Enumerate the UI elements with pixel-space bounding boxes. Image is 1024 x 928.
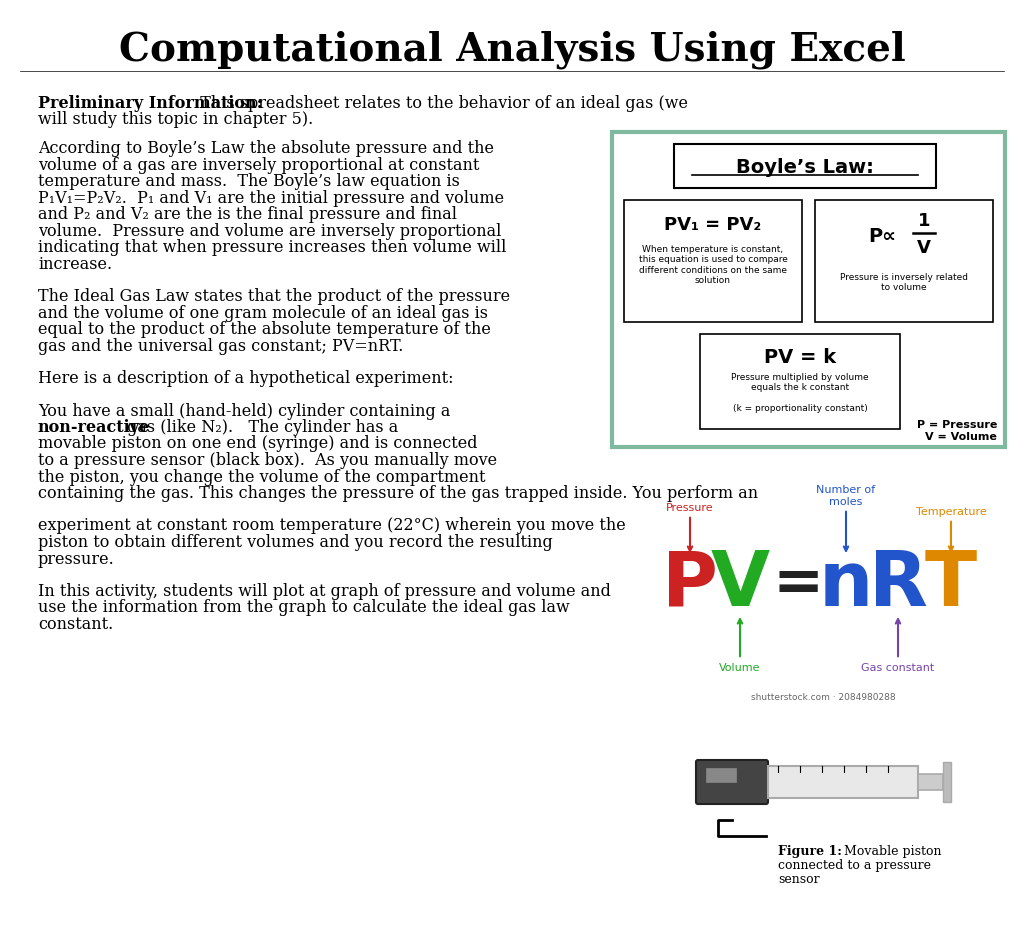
Text: will study this topic in chapter 5).: will study this topic in chapter 5).: [38, 110, 313, 128]
FancyBboxPatch shape: [674, 145, 936, 188]
Text: T: T: [925, 548, 977, 622]
Text: This spreadsheet relates to the behavior of an ideal gas (we: This spreadsheet relates to the behavior…: [190, 95, 688, 112]
Text: P₁V₁=P₂V₂.  P₁ and V₁ are the initial pressure and volume: P₁V₁=P₂V₂. P₁ and V₁ are the initial pre…: [38, 189, 504, 206]
Text: experiment at constant room temperature (22°C) wherein you move the: experiment at constant room temperature …: [38, 517, 626, 534]
Text: Here is a description of a hypothetical experiment:: Here is a description of a hypothetical …: [38, 369, 454, 387]
Text: indicating that when pressure increases then volume will: indicating that when pressure increases …: [38, 238, 507, 256]
Text: and the volume of one gram molecule of an ideal gas is: and the volume of one gram molecule of a…: [38, 304, 488, 321]
FancyBboxPatch shape: [706, 768, 736, 782]
Text: V: V: [918, 238, 931, 257]
Text: 1: 1: [918, 212, 930, 230]
Text: Computational Analysis Using Excel: Computational Analysis Using Excel: [119, 31, 905, 70]
Text: According to Boyle’s Law the absolute pressure and the: According to Boyle’s Law the absolute pr…: [38, 140, 494, 157]
Text: Pressure is inversely related
to volume: Pressure is inversely related to volume: [840, 273, 968, 292]
Text: Pressure: Pressure: [667, 502, 714, 551]
Text: the piston, you change the volume of the compartment: the piston, you change the volume of the…: [38, 468, 485, 485]
Text: You have a small (hand-held) cylinder containing a: You have a small (hand-held) cylinder co…: [38, 402, 451, 419]
Text: constant.: constant.: [38, 615, 114, 632]
Text: shutterstock.com · 2084980288: shutterstock.com · 2084980288: [751, 692, 895, 702]
Text: non-reactive: non-reactive: [38, 419, 151, 435]
Text: PV = k: PV = k: [764, 347, 836, 367]
Text: equal to the product of the absolute temperature of the: equal to the product of the absolute tem…: [38, 321, 490, 338]
FancyBboxPatch shape: [918, 774, 943, 790]
Text: R: R: [868, 548, 928, 622]
Text: P = Pressure
V = Volume: P = Pressure V = Volume: [916, 419, 997, 441]
Text: Temperature: Temperature: [915, 507, 986, 551]
Text: Volume: Volume: [719, 620, 761, 672]
Text: volume of a gas are inversely proportional at constant: volume of a gas are inversely proportion…: [38, 156, 479, 174]
FancyBboxPatch shape: [943, 762, 951, 802]
Text: use the information from the graph to calculate the ideal gas law: use the information from the graph to ca…: [38, 599, 569, 616]
Text: The Ideal Gas Law states that the product of the pressure: The Ideal Gas Law states that the produc…: [38, 288, 510, 304]
FancyBboxPatch shape: [624, 200, 802, 323]
FancyBboxPatch shape: [768, 767, 918, 798]
Text: =: =: [772, 555, 823, 613]
Text: movable piston on one end (syringe) and is connected: movable piston on one end (syringe) and …: [38, 435, 477, 452]
Text: increase.: increase.: [38, 255, 112, 272]
Text: gas (like N₂).   The cylinder has a: gas (like N₂). The cylinder has a: [122, 419, 398, 435]
Text: pressure.: pressure.: [38, 550, 115, 567]
Text: Number of
moles: Number of moles: [816, 484, 876, 551]
Text: containing the gas. This changes the pressure of the gas trapped inside. You per: containing the gas. This changes the pre…: [38, 484, 758, 501]
Text: sensor: sensor: [778, 872, 819, 885]
Text: P: P: [663, 548, 718, 622]
Text: Gas constant: Gas constant: [861, 620, 935, 672]
Text: to a pressure sensor (black box).  As you manually move: to a pressure sensor (black box). As you…: [38, 452, 497, 469]
Text: P∝: P∝: [868, 226, 896, 245]
Text: Pressure multiplied by volume
equals the k constant

(k = proportionality consta: Pressure multiplied by volume equals the…: [731, 373, 868, 413]
FancyBboxPatch shape: [696, 760, 768, 805]
Text: gas and the universal gas constant; PV=nRT.: gas and the universal gas constant; PV=n…: [38, 337, 403, 354]
FancyBboxPatch shape: [700, 335, 900, 430]
Text: V: V: [711, 548, 770, 622]
Text: temperature and mass.  The Boyle’s law equation is: temperature and mass. The Boyle’s law eq…: [38, 173, 460, 190]
Text: n: n: [819, 548, 873, 622]
Text: piston to obtain different volumes and you record the resulting: piston to obtain different volumes and y…: [38, 534, 553, 550]
Text: In this activity, students will plot at graph of pressure and volume and: In this activity, students will plot at …: [38, 583, 611, 599]
Text: connected to a pressure: connected to a pressure: [778, 858, 931, 871]
Text: Preliminary Information:: Preliminary Information:: [38, 95, 262, 112]
Text: Figure 1:: Figure 1:: [778, 844, 842, 857]
FancyBboxPatch shape: [815, 200, 993, 323]
Text: volume.  Pressure and volume are inversely proportional: volume. Pressure and volume are inversel…: [38, 223, 502, 239]
FancyBboxPatch shape: [612, 133, 1005, 447]
Text: Boyle’s Law:: Boyle’s Law:: [736, 158, 873, 176]
Text: Movable piston: Movable piston: [836, 844, 941, 857]
Text: When temperature is constant,
this equation is used to compare
different conditi: When temperature is constant, this equat…: [639, 245, 787, 285]
Text: PV₁ = PV₂: PV₁ = PV₂: [665, 216, 762, 234]
Text: and P₂ and V₂ are the is the final pressure and final: and P₂ and V₂ are the is the final press…: [38, 206, 457, 223]
